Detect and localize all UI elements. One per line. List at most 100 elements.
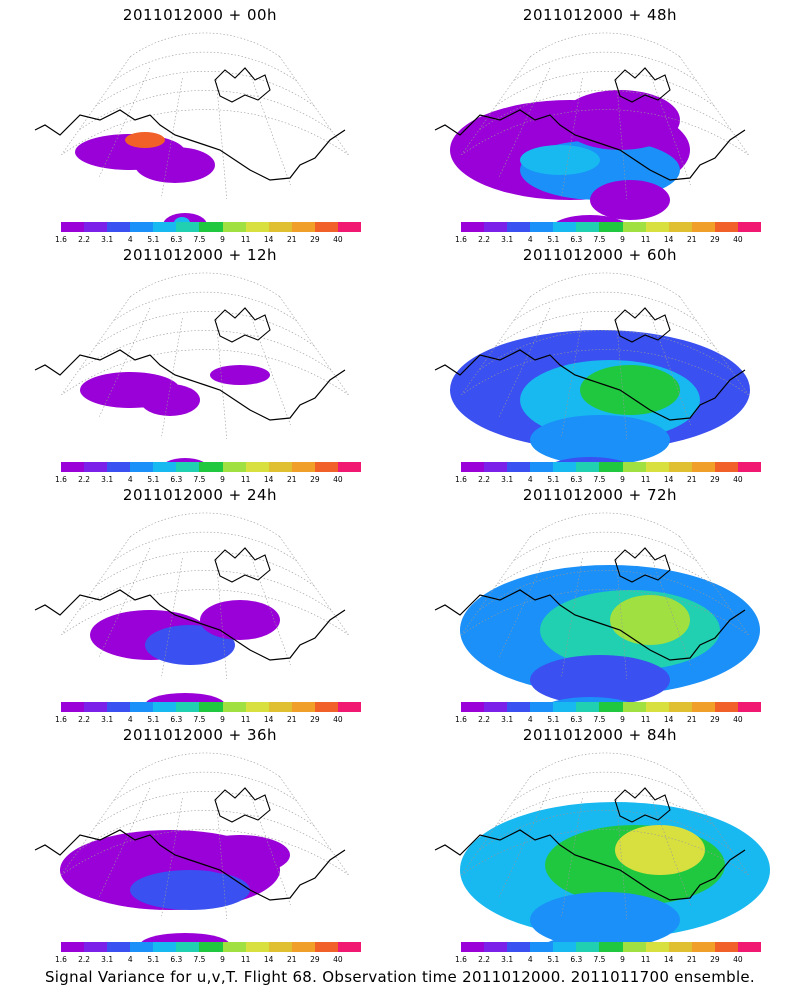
colorbar-tick-label: 29 (710, 235, 720, 244)
arctic-islands (214, 307, 271, 343)
colorbar-tick-label: 7.5 (193, 955, 206, 964)
arctic-islands (614, 787, 671, 823)
colorbar-swatch (599, 942, 623, 952)
colorbar-swatch (176, 942, 200, 952)
colorbar-tick-label: 9 (620, 475, 625, 484)
colorbar-tick-label: 2.2 (478, 715, 491, 724)
colorbar-tick-label: 1.6 (55, 475, 67, 484)
latitude-line (113, 531, 297, 562)
colorbar-tick-label: 11 (240, 475, 251, 484)
longitude-line (216, 559, 228, 680)
colorbar-tick-label: 21 (686, 235, 697, 244)
colorbar-tick-label: 40 (733, 715, 743, 724)
colorbar-swatch (668, 942, 692, 952)
panel-title: 2011012000 + 24h (122, 486, 278, 504)
colorbar-swatch (461, 462, 485, 472)
colorbar (61, 222, 362, 232)
colorbar-swatch (530, 702, 554, 712)
longitude-line (616, 799, 628, 920)
colorbar-tick-label: 29 (710, 955, 720, 964)
latitude-line (530, 32, 680, 57)
colorbar-tick-label: 2.2 (78, 235, 91, 244)
colorbar-swatch (668, 222, 692, 232)
colorbar-swatch (245, 222, 269, 232)
colorbar-tick-label: 7.5 (193, 235, 206, 244)
colorbar-labels: 1.6 2.2 3.1 4 5.1 6.3 7.5 9 11 14 21 29 40 (450, 235, 760, 245)
longitude-line (561, 797, 583, 917)
colorbar-swatch (714, 462, 738, 472)
map-svg (34, 32, 349, 230)
colorbar-swatch (507, 942, 531, 952)
latitude-line (61, 349, 349, 396)
colorbar-swatch (130, 462, 154, 472)
latitude-line (530, 512, 680, 537)
variance-blob (135, 147, 215, 183)
colorbar-tick-label: 4 (127, 475, 133, 484)
colorbar-swatch (107, 462, 131, 472)
colorbar-labels: 1.6 2.2 3.1 4 5.1 6.3 7.5 9 11 14 21 29 40 (450, 955, 760, 965)
colorbar-tick-label: 40 (333, 955, 343, 964)
panel-title: 2011012000 + 48h (522, 6, 678, 24)
longitude-line (161, 557, 183, 677)
colorbar-tick-label: 11 (640, 715, 651, 724)
colorbar-tick-label: 3.1 (101, 475, 114, 484)
longitude-line (279, 536, 349, 635)
colorbar-swatch (714, 942, 738, 952)
colorbar-swatch (268, 222, 292, 232)
colorbar-tick-label: 5.1 (547, 955, 560, 964)
latitude-line (113, 291, 297, 322)
colorbar-swatch (337, 942, 362, 952)
colorbar-tick-label: 11 (240, 715, 251, 724)
latitude-line (113, 771, 297, 802)
colorbar-tick-label: 40 (733, 235, 743, 244)
colorbar-swatch (314, 222, 338, 232)
colorbar-tick-label: 5.1 (547, 715, 560, 724)
colorbar-tick-label: 1.6 (55, 955, 67, 964)
colorbar-swatch (622, 462, 646, 472)
map-panel: 2011012000 + 84h 1.6 2.2 3.1 4 5.1 6.3 7.5 9 11 14… (400, 720, 800, 964)
colorbar-swatch (691, 462, 715, 472)
latitude-line (495, 551, 715, 586)
colorbar-swatch (668, 702, 692, 712)
variance-blob (530, 415, 670, 465)
colorbar-swatch (576, 222, 600, 232)
footer-caption: Signal Variance for u,v,T. Flight 68. Ob… (44, 968, 756, 986)
colorbar-swatch (176, 702, 200, 712)
arctic-islands (614, 67, 671, 103)
colorbar-swatch (130, 942, 154, 952)
longitude-line (649, 312, 691, 426)
longitude-line (61, 56, 131, 155)
colorbar-swatch (461, 942, 485, 952)
map-svg (434, 512, 760, 710)
colorbar-swatch (714, 222, 738, 232)
colorbar-swatch (337, 462, 362, 472)
colorbar-tick-label: 29 (310, 235, 320, 244)
colorbar-tick-label: 1.6 (455, 955, 467, 964)
colorbar-swatch (576, 702, 600, 712)
map-panel: 2011012000 + 72h 1.6 2.2 3.1 4 5.1 6.3 7.5 9 11 14… (400, 480, 800, 724)
variance-blob (140, 384, 200, 416)
variance-blob (130, 870, 250, 910)
colorbar-swatch (645, 702, 669, 712)
colorbar-tick-label: 7.5 (593, 715, 606, 724)
longitude-line (616, 559, 628, 680)
longitude-line (161, 797, 183, 917)
colorbar-swatch (314, 702, 338, 712)
longitude-line (161, 77, 183, 197)
colorbar-tick-label: 5.1 (147, 235, 160, 244)
colorbar-swatch (576, 942, 600, 952)
colorbar-tick-label: 3.1 (101, 955, 114, 964)
colorbar-tick-label: 6.3 (170, 235, 183, 244)
coastline (34, 349, 346, 421)
colorbar-tick-label: 2.2 (78, 715, 91, 724)
colorbar-swatch (553, 222, 577, 232)
colorbar-swatch (107, 702, 131, 712)
colorbar-tick-label: 3.1 (101, 235, 114, 244)
colorbar-swatch (507, 702, 531, 712)
colorbar-labels: 1.6 2.2 3.1 4 5.1 6.3 7.5 9 11 14 21 29 40 (50, 715, 360, 725)
coastline (34, 589, 346, 661)
longitude-line (99, 787, 151, 897)
colorbar-tick-label: 29 (310, 715, 320, 724)
colorbar-tick-label: 9 (620, 955, 625, 964)
colorbar-tick-label: 14 (263, 715, 274, 724)
